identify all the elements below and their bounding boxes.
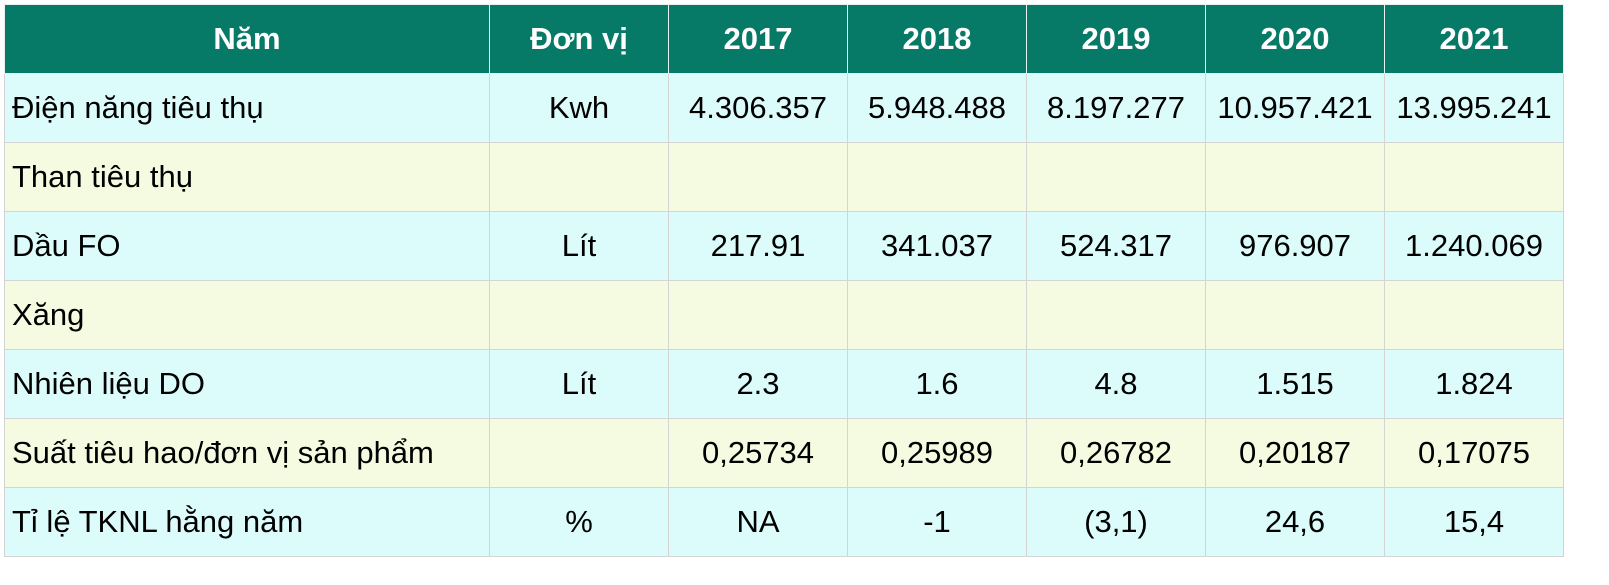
cell-2018: 341.037 [847,211,1027,281]
row-label: Xăng [4,280,490,350]
cell-2017 [668,142,848,212]
cell-2021: 1.240.069 [1384,211,1564,281]
cell-2018: -1 [847,487,1027,557]
table-row: Nhiên liệu DO Lít 2.3 1.6 4.8 1.515 1.82… [4,349,1564,419]
cell-2021: 1.824 [1384,349,1564,419]
cell-2018 [847,142,1027,212]
cell-2021: 13.995.241 [1384,73,1564,143]
cell-2020: 1.515 [1205,349,1385,419]
cell-2018: 0,25989 [847,418,1027,488]
table-row: Suất tiêu hao/đơn vị sản phẩm 0,25734 0,… [4,418,1564,488]
cell-2019: 524.317 [1026,211,1206,281]
cell-2018: 1.6 [847,349,1027,419]
cell-2018: 5.948.488 [847,73,1027,143]
cell-2020: 0,20187 [1205,418,1385,488]
header-row: Năm Đơn vị 2017 2018 2019 2020 2021 [4,4,1564,74]
row-label: Than tiêu thụ [4,142,490,212]
cell-2020: 976.907 [1205,211,1385,281]
table-row: Xăng [4,280,1564,350]
cell-2021 [1384,280,1564,350]
table-row: Than tiêu thụ [4,142,1564,212]
cell-2021: 0,17075 [1384,418,1564,488]
cell-2020: 24,6 [1205,487,1385,557]
cell-2017: 4.306.357 [668,73,848,143]
cell-2019: 0,26782 [1026,418,1206,488]
cell-2018 [847,280,1027,350]
row-label: Dầu FO [4,211,490,281]
row-label: Điện năng tiêu thụ [4,73,490,143]
cell-2017 [668,280,848,350]
header-2020: 2020 [1205,4,1385,74]
cell-2020: 10.957.421 [1205,73,1385,143]
cell-2019: 4.8 [1026,349,1206,419]
cell-2017: NA [668,487,848,557]
cell-2017: 0,25734 [668,418,848,488]
row-unit: % [489,487,669,557]
row-label: Nhiên liệu DO [4,349,490,419]
header-2017: 2017 [668,4,848,74]
row-unit [489,142,669,212]
table-row: Tỉ lệ TKNL hằng năm % NA -1 (3,1) 24,6 1… [4,487,1564,557]
cell-2019: 8.197.277 [1026,73,1206,143]
header-2019: 2019 [1026,4,1206,74]
cell-2020 [1205,280,1385,350]
row-label: Suất tiêu hao/đơn vị sản phẩm [4,418,490,488]
header-unit: Đơn vị [489,4,669,74]
cell-2020 [1205,142,1385,212]
row-unit: Lít [489,349,669,419]
header-2018: 2018 [847,4,1027,74]
energy-consumption-table: Năm Đơn vị 2017 2018 2019 2020 2021 Điện… [4,4,1564,557]
cell-2021 [1384,142,1564,212]
table-row: Dầu FO Lít 217.91 341.037 524.317 976.90… [4,211,1564,281]
cell-2017: 2.3 [668,349,848,419]
header-year: Năm [4,4,490,74]
row-unit [489,418,669,488]
cell-2019: (3,1) [1026,487,1206,557]
row-label: Tỉ lệ TKNL hằng năm [4,487,490,557]
cell-2019 [1026,142,1206,212]
row-unit: Kwh [489,73,669,143]
cell-2021: 15,4 [1384,487,1564,557]
row-unit: Lít [489,211,669,281]
header-2021: 2021 [1384,4,1564,74]
table-row: Điện năng tiêu thụ Kwh 4.306.357 5.948.4… [4,73,1564,143]
row-unit [489,280,669,350]
cell-2019 [1026,280,1206,350]
cell-2017: 217.91 [668,211,848,281]
